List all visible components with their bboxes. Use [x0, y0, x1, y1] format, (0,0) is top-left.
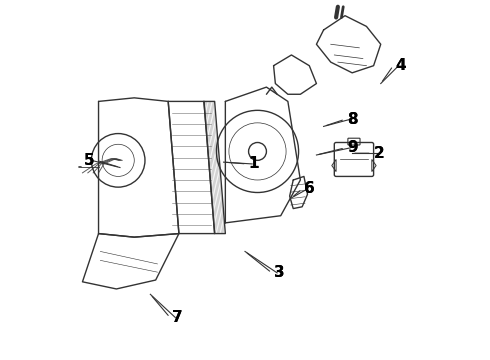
Text: 5: 5 — [84, 153, 95, 168]
Text: 1: 1 — [249, 157, 259, 171]
Text: 5: 5 — [84, 153, 95, 168]
Text: 8: 8 — [347, 112, 358, 127]
Text: 2: 2 — [373, 146, 384, 161]
Text: 3: 3 — [273, 265, 284, 280]
Text: 9: 9 — [347, 140, 358, 156]
Text: 1: 1 — [249, 157, 259, 171]
Text: 6: 6 — [304, 181, 315, 197]
Text: 8: 8 — [347, 112, 358, 127]
Text: 7: 7 — [172, 310, 182, 325]
Text: 6: 6 — [304, 181, 315, 197]
Text: 7: 7 — [172, 310, 182, 325]
Text: 9: 9 — [347, 140, 358, 156]
Text: 2: 2 — [373, 146, 384, 161]
Text: 4: 4 — [395, 58, 406, 73]
Text: 4: 4 — [395, 58, 406, 73]
Text: 3: 3 — [273, 265, 284, 280]
